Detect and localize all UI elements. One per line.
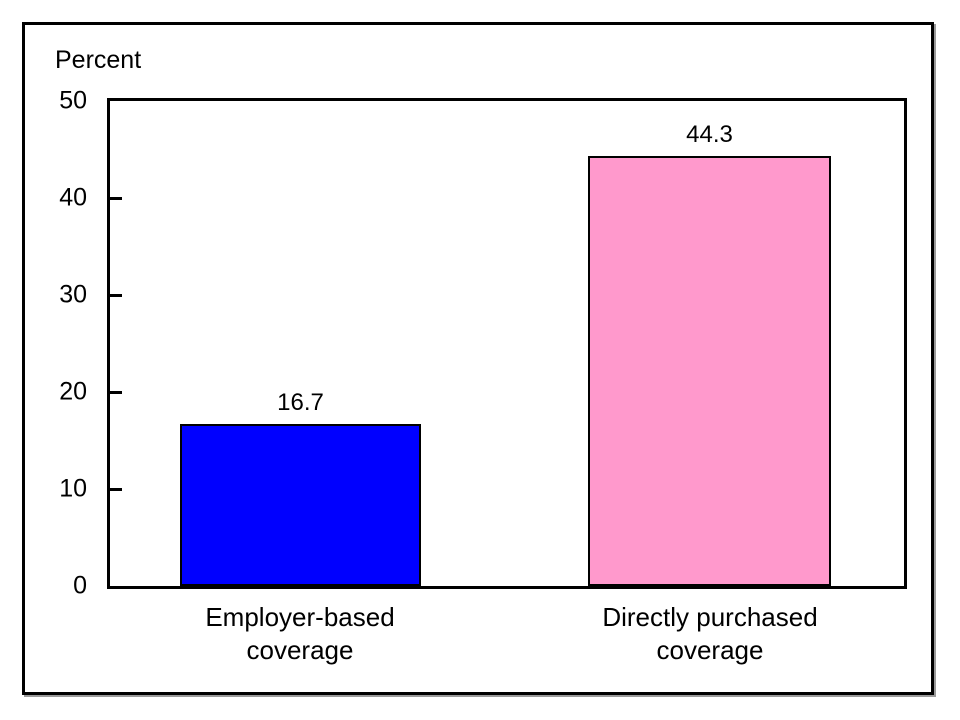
y-tick-label-0: 0: [73, 571, 87, 600]
y-tick-mark: [110, 390, 122, 394]
y-tick-mark: [110, 293, 122, 297]
y-tick-mark: [110, 196, 122, 200]
bar-group-directly-purchased: 44.3: [588, 123, 831, 586]
x-axis-label-employer-based: Employer-based coverage: [205, 602, 395, 665]
x-axis-label-directly-purchased: Directly purchased coverage: [602, 602, 818, 665]
y-tick-label-30: 30: [59, 280, 87, 309]
bar-directly-purchased-coverage: [588, 156, 831, 586]
bar-group-employer-based: 16.7: [180, 391, 421, 586]
chart-frame: Percent 16.7 44.3 Employer-based coverag…: [22, 22, 934, 695]
y-tick-mark: [110, 487, 122, 491]
plot-area: 16.7 44.3: [107, 98, 907, 589]
bar-employer-based-coverage: [180, 424, 421, 586]
y-tick-label-40: 40: [59, 183, 87, 212]
y-axis-title: Percent: [55, 46, 142, 74]
y-tick-label-10: 10: [59, 474, 87, 503]
y-tick-label-50: 50: [59, 86, 87, 115]
bar-value-label: 16.7: [277, 389, 324, 416]
bar-value-label: 44.3: [686, 121, 733, 148]
y-tick-label-20: 20: [59, 377, 87, 406]
